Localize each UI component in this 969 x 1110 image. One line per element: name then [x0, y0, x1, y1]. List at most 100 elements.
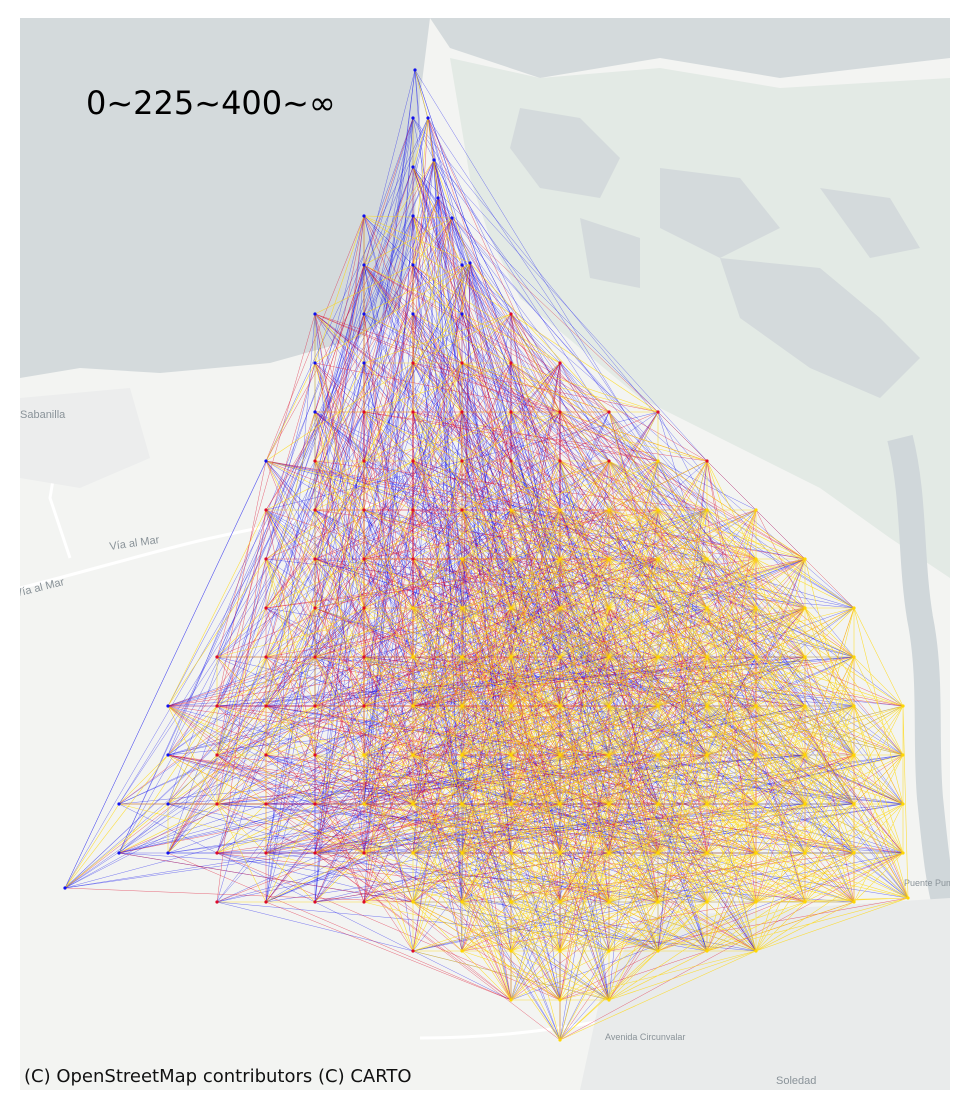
- od-node: [509, 998, 513, 1002]
- od-node: [313, 459, 317, 463]
- od-node: [803, 655, 807, 659]
- od-node: [705, 557, 709, 561]
- od-node: [509, 949, 513, 953]
- river-magdalena: [887, 434, 950, 924]
- od-node: [754, 851, 758, 855]
- od-node: [460, 655, 464, 659]
- od-node: [362, 704, 366, 708]
- od-node: [411, 802, 415, 806]
- od-node: [313, 851, 317, 855]
- od-node: [509, 361, 513, 365]
- od-node: [509, 410, 513, 414]
- od-node: [411, 410, 415, 414]
- od-nodes: [63, 68, 910, 1042]
- od-node: [264, 704, 268, 708]
- map-frame[interactable]: Sabanilla Vía al Mar Vía al Mar Soledad …: [20, 18, 950, 1090]
- map-canvas[interactable]: Sabanilla Vía al Mar Vía al Mar Soledad …: [20, 18, 950, 1090]
- od-node: [705, 900, 709, 904]
- od-node: [852, 802, 856, 806]
- od-node: [460, 802, 464, 806]
- od-node: [450, 216, 454, 220]
- od-node: [215, 704, 219, 708]
- od-node: [362, 410, 366, 414]
- od-node: [656, 606, 660, 610]
- od-node: [509, 606, 513, 610]
- od-node: [215, 802, 219, 806]
- lagoon: [660, 168, 780, 258]
- od-node: [754, 508, 758, 512]
- lagoon: [820, 188, 920, 258]
- od-node: [607, 606, 611, 610]
- od-node: [362, 557, 366, 561]
- od-node: [558, 1038, 562, 1042]
- od-node: [558, 410, 562, 414]
- od-node: [754, 557, 758, 561]
- od-node: [362, 214, 366, 218]
- od-node: [411, 312, 415, 316]
- od-node: [509, 459, 513, 463]
- od-node: [436, 196, 440, 200]
- od-node: [705, 753, 709, 757]
- od-node: [705, 655, 709, 659]
- od-node: [460, 410, 464, 414]
- od-node: [362, 753, 366, 757]
- od-node: [166, 802, 170, 806]
- od-node: [656, 557, 660, 561]
- od-node: [607, 851, 611, 855]
- od-node: [313, 753, 317, 757]
- place-label-avenida-circunvalar: Avenida Circunvalar: [605, 1032, 685, 1042]
- od-node: [468, 261, 472, 265]
- od-node: [705, 606, 709, 610]
- od-node: [852, 655, 856, 659]
- od-node: [411, 214, 415, 218]
- od-node: [432, 158, 436, 162]
- od-node: [509, 753, 513, 757]
- od-node: [803, 606, 807, 610]
- od-node: [215, 851, 219, 855]
- od-node: [705, 508, 709, 512]
- od-node: [264, 606, 268, 610]
- od-node: [852, 753, 856, 757]
- od-node: [460, 753, 464, 757]
- od-node: [362, 802, 366, 806]
- od-node: [460, 459, 464, 463]
- od-node: [411, 949, 415, 953]
- od-node: [803, 753, 807, 757]
- od-node: [411, 361, 415, 365]
- od-node: [411, 900, 415, 904]
- od-node: [754, 753, 758, 757]
- od-node: [509, 312, 513, 316]
- sea-water: [20, 18, 950, 378]
- od-node: [215, 900, 219, 904]
- od-node: [558, 851, 562, 855]
- od-node: [426, 116, 430, 120]
- od-node: [656, 851, 660, 855]
- od-node: [901, 851, 905, 855]
- od-node: [362, 851, 366, 855]
- od-node: [803, 802, 807, 806]
- od-node: [607, 704, 611, 708]
- od-node: [411, 508, 415, 512]
- od-node: [411, 263, 415, 267]
- od-node: [460, 606, 464, 610]
- place-label-puente-pumarejo: Puente Pumarejo: [904, 878, 950, 888]
- od-node: [362, 606, 366, 610]
- od-node: [509, 802, 513, 806]
- od-node: [166, 704, 170, 708]
- od-node: [509, 851, 513, 855]
- od-node: [411, 557, 415, 561]
- od-node: [264, 851, 268, 855]
- od-node: [754, 704, 758, 708]
- od-node: [411, 753, 415, 757]
- od-node: [558, 606, 562, 610]
- place-label-soledad: Soledad: [776, 1075, 816, 1087]
- od-node: [117, 851, 121, 855]
- od-node: [656, 802, 660, 806]
- od-node: [362, 263, 366, 267]
- od-node: [656, 410, 660, 414]
- od-node: [656, 900, 660, 904]
- od-node: [558, 508, 562, 512]
- od-node: [166, 753, 170, 757]
- od-node: [754, 655, 758, 659]
- od-node: [852, 704, 856, 708]
